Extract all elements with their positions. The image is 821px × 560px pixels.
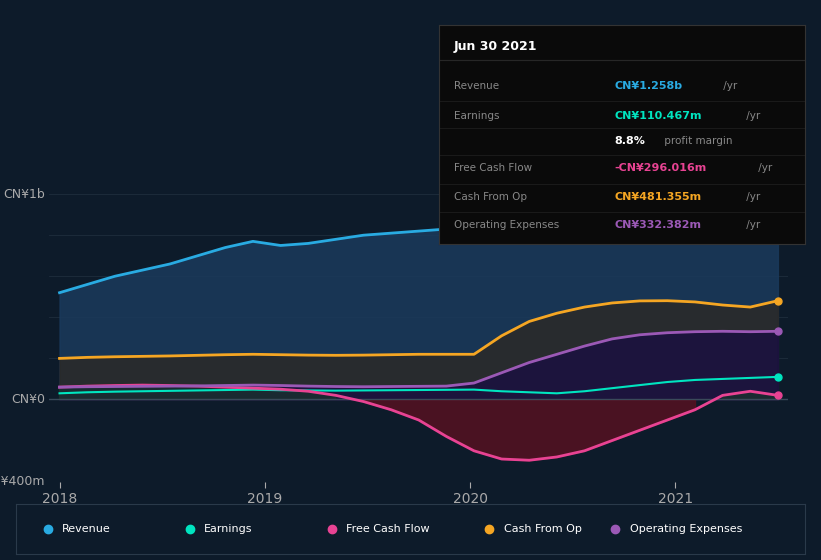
Text: Earnings: Earnings: [454, 111, 499, 121]
Text: Jun 30 2021: Jun 30 2021: [454, 40, 538, 54]
Text: CN¥1b: CN¥1b: [3, 188, 45, 200]
Text: CN¥481.355m: CN¥481.355m: [615, 192, 702, 202]
Text: Operating Expenses: Operating Expenses: [630, 524, 742, 534]
Text: CN¥0: CN¥0: [11, 393, 45, 406]
Text: /yr: /yr: [743, 220, 760, 230]
Text: Revenue: Revenue: [454, 81, 499, 91]
Text: Operating Expenses: Operating Expenses: [454, 220, 559, 230]
Text: CN¥332.382m: CN¥332.382m: [615, 220, 702, 230]
Text: -CN¥400m: -CN¥400m: [0, 475, 45, 488]
Text: /yr: /yr: [720, 81, 737, 91]
Text: Revenue: Revenue: [62, 524, 111, 534]
Text: CN¥110.467m: CN¥110.467m: [615, 111, 702, 121]
Text: -CN¥296.016m: -CN¥296.016m: [615, 164, 707, 173]
Text: 8.8%: 8.8%: [615, 136, 645, 146]
Text: Free Cash Flow: Free Cash Flow: [346, 524, 429, 534]
Text: /yr: /yr: [743, 111, 760, 121]
Text: Earnings: Earnings: [204, 524, 253, 534]
Text: CN¥1.258b: CN¥1.258b: [615, 81, 683, 91]
Text: profit margin: profit margin: [662, 136, 733, 146]
Text: /yr: /yr: [754, 164, 772, 173]
Text: /yr: /yr: [743, 192, 760, 202]
Text: Cash From Op: Cash From Op: [503, 524, 581, 534]
Text: Cash From Op: Cash From Op: [454, 192, 527, 202]
Text: Free Cash Flow: Free Cash Flow: [454, 164, 532, 173]
